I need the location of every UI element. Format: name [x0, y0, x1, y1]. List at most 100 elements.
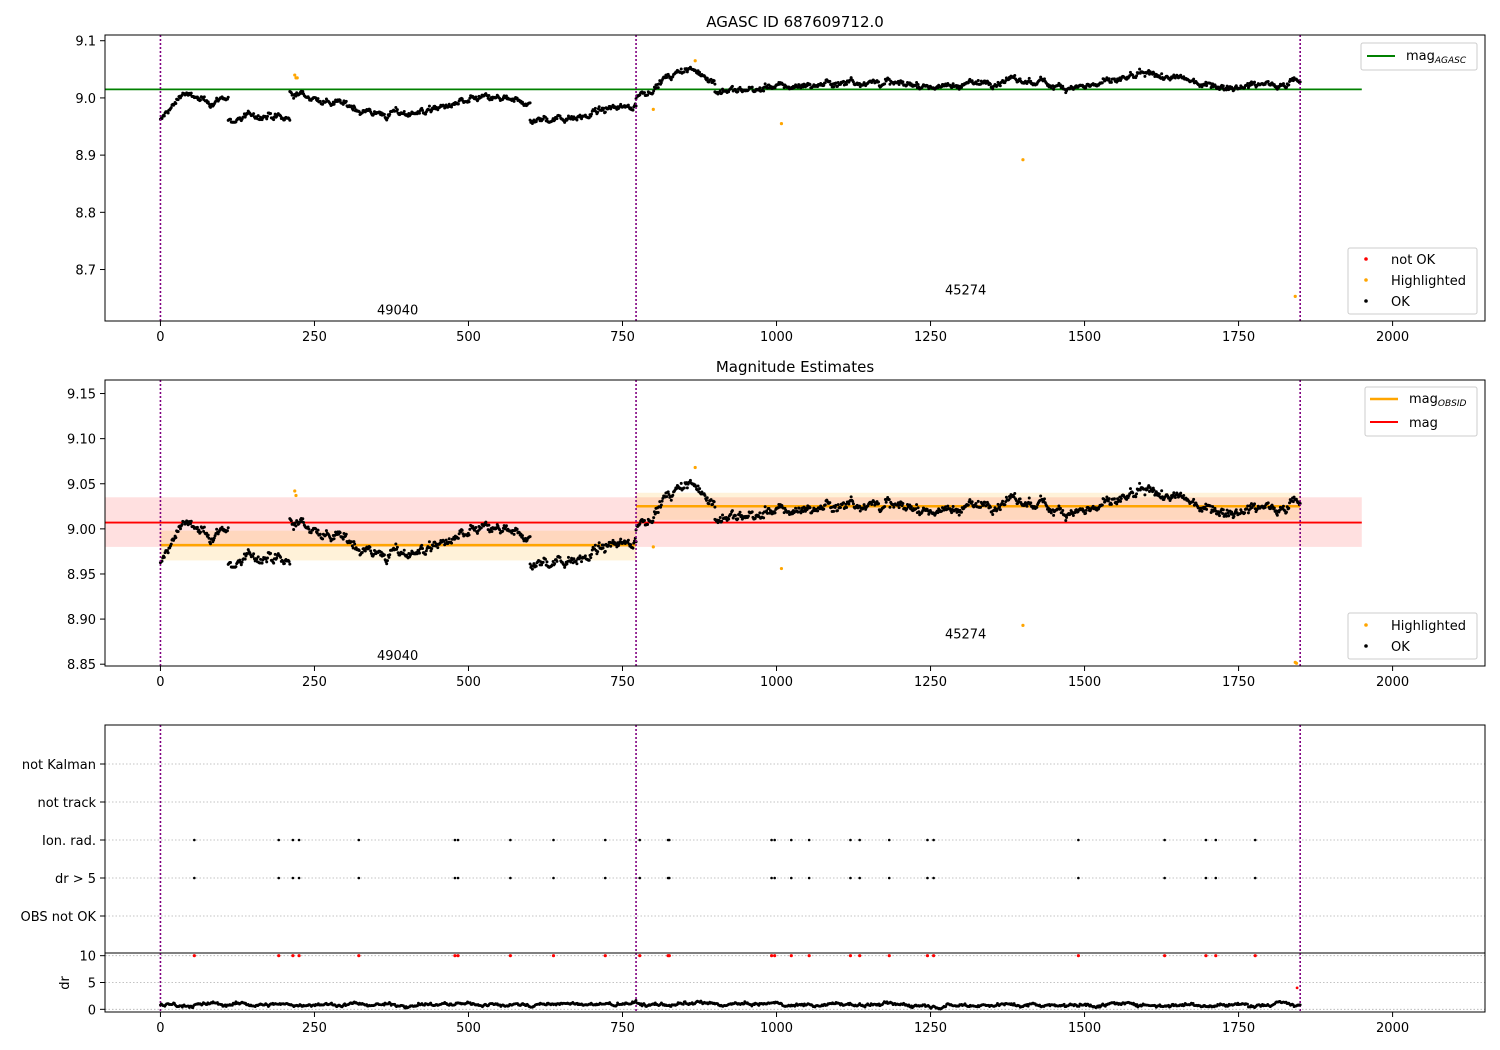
- ok-point: [665, 495, 669, 499]
- x-tick-label: 750: [610, 675, 635, 690]
- highlighted-point: [1294, 661, 1299, 665]
- ok-point: [385, 559, 389, 563]
- ok-point: [417, 551, 421, 555]
- ok-point: [1135, 492, 1139, 496]
- ok-point: [703, 494, 707, 498]
- flag-event-point: [456, 876, 460, 880]
- legend-ok-label-2: OK: [1391, 640, 1410, 655]
- ok-point: [444, 538, 448, 542]
- ok-point: [1100, 81, 1104, 85]
- dr-clipped-point: [1214, 954, 1218, 958]
- ok-point: [1246, 81, 1250, 85]
- ok-point: [424, 549, 428, 553]
- ok-point: [251, 554, 255, 558]
- dr-clipped-point: [932, 954, 936, 958]
- y-tick-label: 9.05: [67, 478, 96, 493]
- ok-point: [368, 108, 372, 112]
- ok-point: [1100, 503, 1104, 507]
- highlighted-point: [779, 122, 784, 126]
- ok-point: [832, 509, 836, 513]
- ok-point: [1064, 518, 1068, 522]
- ok-point: [259, 557, 263, 561]
- ok-point: [1250, 505, 1254, 509]
- x-tick-label: 750: [610, 1021, 635, 1036]
- ok-point: [713, 505, 717, 509]
- ok-point: [1263, 505, 1267, 509]
- ok-point: [652, 89, 656, 93]
- ok-point: [442, 539, 446, 543]
- ok-point: [762, 516, 766, 520]
- ok-point: [851, 502, 855, 506]
- ok-point: [421, 108, 425, 112]
- ok-point: [916, 506, 920, 510]
- ok-point: [887, 497, 891, 501]
- ok-point: [709, 77, 713, 81]
- ok-point: [174, 536, 178, 540]
- flag-event-point: [932, 838, 935, 842]
- ok-point: [1221, 508, 1225, 512]
- ok-point: [828, 501, 832, 505]
- x-tick-label: 0: [156, 330, 164, 345]
- ok-point: [501, 529, 505, 533]
- ok-point: [845, 82, 849, 86]
- obsid-label: 49040: [377, 649, 418, 664]
- ok-point: [823, 81, 827, 85]
- dr-point: [634, 998, 638, 1002]
- ok-point: [447, 102, 451, 106]
- flag-event-point: [1253, 876, 1257, 880]
- x-tick-label: 1750: [1222, 675, 1255, 690]
- ok-point: [858, 509, 862, 513]
- flag-event-point: [849, 838, 852, 842]
- ok-point: [260, 561, 264, 565]
- ok-point: [626, 538, 630, 542]
- dr-clipped-point: [291, 954, 295, 958]
- highlighted-point: [651, 107, 655, 111]
- ok-point: [369, 549, 373, 553]
- ok-point: [642, 519, 646, 523]
- flag-event-point: [668, 876, 671, 880]
- ok-point: [402, 110, 406, 114]
- ok-point: [1029, 79, 1033, 83]
- ok-point: [324, 529, 328, 533]
- ok-point: [957, 513, 961, 517]
- ok-point: [883, 82, 887, 86]
- ok-point: [468, 527, 472, 531]
- panel-dr-y-ticks: 0 5 10: [79, 950, 105, 1018]
- ok-point: [1105, 495, 1109, 499]
- ok-point: [1275, 513, 1279, 517]
- flag-event-point: [807, 876, 811, 880]
- flag-event-point: [193, 838, 196, 842]
- panel-dr-plot-area: [105, 954, 1485, 1011]
- dr-clipped-point: [192, 954, 196, 958]
- ok-point: [970, 500, 974, 504]
- ok-point: [842, 79, 846, 83]
- ok-point: [382, 553, 386, 557]
- ok-point: [1246, 504, 1250, 508]
- ok-point: [541, 560, 545, 564]
- ok-point: [750, 85, 754, 89]
- ok-point: [1214, 509, 1218, 513]
- flag-event-point: [638, 876, 642, 880]
- ok-point: [341, 537, 345, 541]
- ok-point: [883, 505, 887, 509]
- x-tick-label: 1250: [914, 675, 947, 690]
- flag-event-point: [603, 876, 607, 880]
- ok-point: [1253, 502, 1257, 506]
- ok-point: [395, 545, 399, 549]
- flag-event-point: [773, 838, 776, 842]
- ok-point: [666, 490, 670, 494]
- ok-point: [658, 500, 662, 504]
- ok-point: [897, 506, 901, 510]
- ok-point: [512, 99, 516, 103]
- ok-point: [730, 509, 734, 513]
- dr-clipped-point: [357, 954, 361, 958]
- ok-point: [685, 70, 689, 74]
- dr-clipped-point: [773, 954, 777, 958]
- ok-point: [597, 105, 601, 109]
- ok-point: [1172, 491, 1176, 495]
- legend-not-ok-label: not OK: [1391, 253, 1436, 268]
- panel-agasc-title: AGASC ID 687609712.0: [706, 13, 884, 31]
- ok-point: [740, 513, 744, 517]
- ok-point: [656, 511, 660, 515]
